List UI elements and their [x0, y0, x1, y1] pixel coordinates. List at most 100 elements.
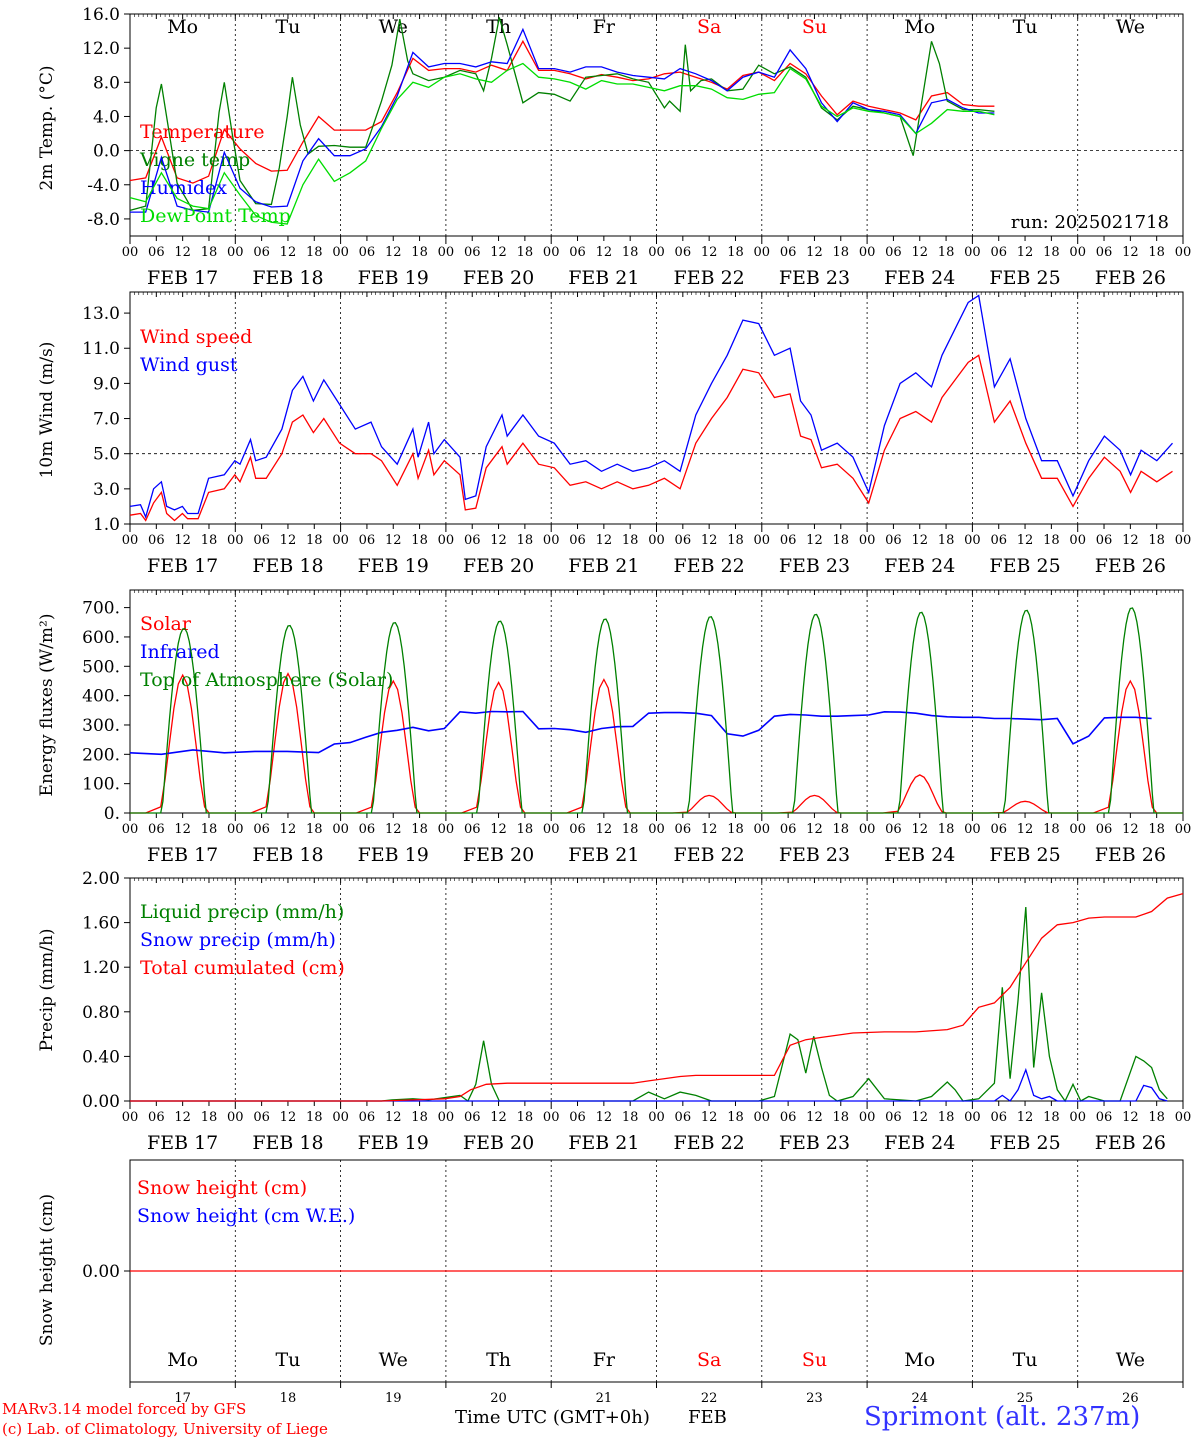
hour-tick-label: 06 [569, 533, 586, 548]
date-label: FEB 21 [568, 844, 639, 866]
hour-tick-label: 12 [280, 245, 297, 260]
hour-tick-label: 18 [727, 245, 744, 260]
hour-tick-label: 00 [438, 1110, 455, 1125]
legend-entry: Humidex [140, 177, 227, 199]
hour-tick-label: 06 [253, 822, 270, 837]
legend-entry: Top of Atmosphere (Solar) [140, 669, 393, 691]
hour-tick-label: 00 [122, 245, 139, 260]
hour-tick-label: 06 [464, 1110, 481, 1125]
y-tick-label: 1.20 [82, 958, 120, 978]
day-name-label: Su [802, 1349, 827, 1371]
hour-tick-label: 18 [1043, 1110, 1060, 1125]
y-tick-label: 0.80 [82, 1003, 120, 1023]
date-label: FEB 18 [252, 555, 323, 577]
hour-tick-label: 18 [1148, 245, 1165, 260]
date-label: FEB 25 [989, 844, 1060, 866]
hour-tick-label: 00 [227, 533, 244, 548]
hour-tick-label: 00 [1069, 533, 1086, 548]
hour-tick-label: 18 [727, 1110, 744, 1125]
hour-tick-label: 12 [806, 822, 823, 837]
hour-tick-label: 18 [517, 533, 534, 548]
hour-tick-label: 18 [938, 822, 955, 837]
y-tick-label: 11.0 [82, 339, 120, 359]
hour-tick-label: 12 [1122, 1110, 1139, 1125]
series-line [130, 672, 1183, 814]
hour-tick-label: 00 [332, 1110, 349, 1125]
hour-tick-label: 12 [701, 1110, 718, 1125]
series-line [130, 607, 1183, 814]
y-tick-label: 600. [82, 628, 120, 648]
date-label: FEB 20 [463, 1132, 534, 1154]
hour-tick-label: 18 [306, 533, 323, 548]
legend-entry: Wind speed [140, 326, 252, 348]
hour-tick-label: 12 [596, 533, 613, 548]
hour-tick-label: 12 [174, 1110, 191, 1125]
hour-tick-label: 00 [543, 533, 560, 548]
date-label: FEB 23 [779, 555, 850, 577]
y-tick-label: 4.0 [93, 107, 120, 127]
hour-tick-label: 06 [780, 245, 797, 260]
hour-tick-label: 06 [569, 1110, 586, 1125]
day-name-label: We [1116, 1349, 1145, 1371]
hour-tick-label: 06 [990, 822, 1007, 837]
hour-tick-label: 12 [385, 533, 402, 548]
hour-tick-label: 00 [1069, 822, 1086, 837]
series-line [129, 17, 995, 212]
hour-tick-label: 06 [990, 245, 1007, 260]
panel-3: 700. 600. 500. 400. 300. 200. 100. 0. Energy flu… [37, 589, 1191, 866]
y-tick-label: 1.60 [82, 914, 120, 934]
panel-2: 13.0 11.0 9.0 7.0 5.0 3.0 1.0 10m Wind (m/s) 00 0… [37, 291, 1191, 577]
date-label: FEB 25 [989, 267, 1060, 289]
hour-tick-label: 12 [701, 822, 718, 837]
hour-tick-label: 18 [1043, 245, 1060, 260]
hour-tick-label: 00 [859, 1110, 876, 1125]
hour-tick-label: 12 [1017, 822, 1034, 837]
series-line [129, 710, 1152, 756]
y-tick-label: 0.00 [82, 1092, 120, 1112]
hour-tick-label: 18 [622, 822, 639, 837]
hour-tick-label: 06 [675, 822, 692, 837]
y-tick-label: 100. [82, 775, 120, 795]
hour-tick-label: 06 [569, 822, 586, 837]
hour-tick-label: 00 [543, 822, 560, 837]
day-name-label: Mo [904, 1349, 935, 1371]
hour-tick-label: 12 [385, 245, 402, 260]
hour-tick-label: 06 [675, 1110, 692, 1125]
hour-tick-label: 00 [964, 1110, 981, 1125]
hour-tick-label: 18 [938, 245, 955, 260]
hour-tick-label: 18 [411, 245, 428, 260]
hour-tick-label: 00 [1175, 245, 1192, 260]
hour-tick-label: 00 [859, 533, 876, 548]
hour-tick-label: 12 [806, 245, 823, 260]
hour-tick-label: 12 [174, 533, 191, 548]
date-label: FEB 23 [779, 844, 850, 866]
hour-tick-label: 06 [253, 1110, 270, 1125]
hour-tick-label: 18 [411, 1110, 428, 1125]
hour-tick-label: 12 [174, 822, 191, 837]
hour-tick-label: 00 [964, 533, 981, 548]
legend-entry: Snow precip (mm/h) [140, 929, 336, 951]
day-name-label: We [379, 16, 408, 38]
date-label: FEB 26 [1095, 844, 1166, 866]
y-axis-label: Precip (mm/h) [37, 928, 57, 1051]
hour-tick-label: 06 [1096, 245, 1113, 260]
date-label: FEB 22 [674, 1132, 745, 1154]
day-number-label: 19 [385, 1391, 402, 1406]
hour-tick-label: 18 [306, 245, 323, 260]
day-number-label: 24 [911, 1391, 928, 1406]
hour-tick-label: 12 [1017, 533, 1034, 548]
y-tick-label: 8.0 [93, 73, 120, 93]
legend-entry: Liquid precip (mm/h) [140, 901, 344, 923]
date-label: FEB 17 [147, 1132, 218, 1154]
lab-credit: (c) Lab. of Climatology, University of L… [2, 1420, 328, 1438]
y-tick-label: 1.0 [93, 515, 120, 535]
hour-tick-label: 18 [1148, 533, 1165, 548]
hour-tick-label: 00 [227, 1110, 244, 1125]
day-name-label: Tu [1013, 1349, 1038, 1371]
day-number-label: 25 [1017, 1391, 1034, 1406]
hour-tick-label: 18 [727, 822, 744, 837]
hour-tick-label: 12 [806, 1110, 823, 1125]
series-line [129, 294, 1173, 519]
hour-tick-label: 18 [938, 533, 955, 548]
